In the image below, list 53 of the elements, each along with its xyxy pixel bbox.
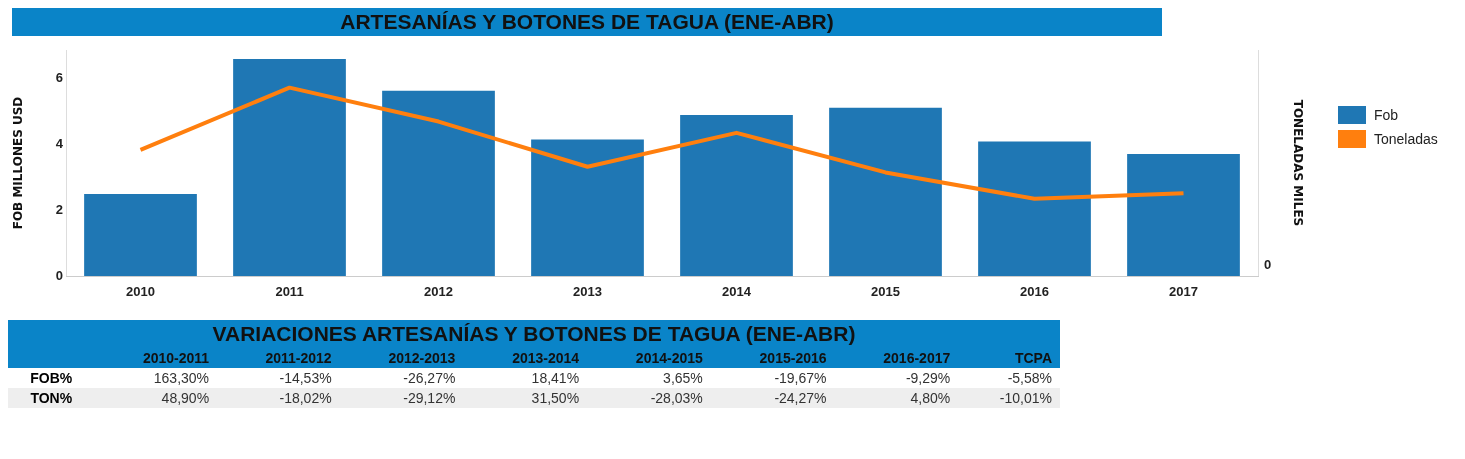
bar [382, 90, 495, 276]
y2-axis-title: TONELADAS MILES [1290, 99, 1305, 227]
data-label: 4,80% [909, 389, 952, 408]
y-tick-label: 6 [55, 69, 63, 85]
data-label: -14,53% [278, 369, 333, 388]
y-tick-label: 4 [55, 135, 64, 151]
data-label: 31,50% [530, 389, 581, 408]
y-tick-label: 2 [55, 201, 63, 217]
data-label: -26,27% [402, 369, 457, 388]
bar [680, 114, 793, 276]
bar [1127, 154, 1240, 276]
data-label: -18,02% [278, 389, 333, 408]
series-label: TON% [29, 389, 74, 408]
category-label: 2015-2016 [758, 349, 828, 368]
category-label: 2010-2011 [141, 349, 211, 368]
data-label: 163,30% [152, 369, 211, 388]
bar [233, 58, 346, 276]
series-label: FOB% [29, 369, 74, 388]
y-tick-label: 0 [55, 267, 63, 283]
category-label: TCPA [1013, 349, 1053, 368]
x-tick-label: 2012 [424, 284, 453, 300]
data-label: -19,67% [773, 369, 828, 388]
legend-label: Toneladas [1374, 131, 1438, 147]
data-label: -29,12% [402, 389, 457, 408]
data-label: -9,29% [904, 369, 952, 388]
x-tick-label: 2017 [1169, 284, 1198, 300]
x-tick-label: 2010 [126, 284, 155, 300]
data-label: 3,65% [662, 369, 704, 388]
bar [84, 193, 197, 276]
data-label: -5,58% [1006, 369, 1053, 388]
data-label: -24,27% [773, 389, 828, 408]
category-label: 2016-2017 [882, 349, 952, 368]
y-axis-title: FOB MILLONES USD [11, 96, 26, 230]
x-tick-label: 2011 [275, 284, 304, 300]
x-tick-label: 2015 [871, 284, 900, 300]
data-label: -28,03% [649, 389, 704, 408]
title-banner: ARTESANÍAS Y BOTONES DE TAGUA (ENE-ABR) [12, 8, 1162, 36]
bar [531, 139, 644, 276]
bar [978, 141, 1091, 276]
category-label: 2013-2014 [511, 349, 581, 368]
x-tick-label: 2016 [1020, 284, 1049, 300]
text: 0 [1264, 257, 1272, 273]
data-label: -10,01% [998, 389, 1053, 408]
data-label: 18,41% [530, 369, 581, 388]
legend-label: Fob [1374, 107, 1399, 123]
category-label: 2012-2013 [387, 349, 457, 368]
x-tick-label: 2014 [722, 284, 752, 300]
bar [829, 107, 942, 276]
category-label: 2014-2015 [634, 349, 704, 368]
category-label: 2011-2012 [264, 349, 333, 368]
data-label: 48,90% [160, 389, 211, 408]
title-banner: VARIACIONES ARTESANÍAS Y BOTONES DE TAGUA (ENE-ABR) [8, 320, 1060, 348]
x-tick-label: 2013 [573, 284, 602, 300]
